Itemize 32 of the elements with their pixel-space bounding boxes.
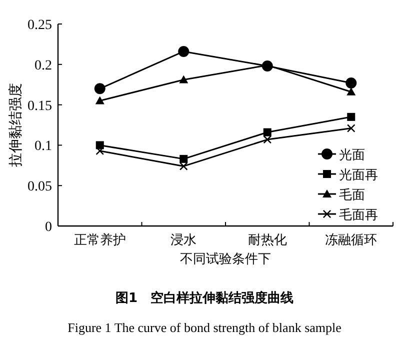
x-tick-label: 冻融循环 [325, 232, 378, 247]
point [94, 83, 106, 94]
legend-label: 毛面再 [339, 207, 378, 222]
point [346, 87, 356, 96]
x-tick-label: 耐热化 [248, 232, 287, 247]
y-tick-label: 0.15 [28, 98, 52, 114]
point [347, 112, 356, 121]
point [180, 154, 188, 163]
y-tick-label: 0.05 [28, 180, 52, 195]
text: 图1 空白样拉伸黏结强度曲线 [115, 290, 294, 306]
legend-label: 光面再 [339, 167, 378, 182]
y-tick-label: 0.2 [34, 58, 52, 74]
x-tick-label: 浸水 [170, 232, 197, 247]
y-axis-title: 拉伸黏结强度 [8, 83, 24, 167]
point [96, 141, 104, 150]
x-tick-label: 正常养护 [74, 232, 126, 247]
y-tick-label: 0.1 [34, 139, 52, 154]
point [263, 136, 272, 144]
point [346, 77, 357, 88]
point [178, 46, 190, 57]
legend-label: 光面 [339, 147, 365, 162]
x-axis-title: 不同试验条件下 [180, 251, 271, 266]
text: Figure 1 The curve of bond strength of blank sample [68, 320, 342, 335]
point [263, 128, 272, 136]
point [95, 96, 104, 104]
point [347, 124, 356, 132]
point [96, 146, 104, 155]
point [180, 162, 188, 170]
y-tick-label: 0.25 [28, 18, 52, 33]
point [179, 75, 188, 84]
legend-label: 毛面 [339, 187, 365, 202]
y-tick-label: 0 [45, 220, 52, 235]
